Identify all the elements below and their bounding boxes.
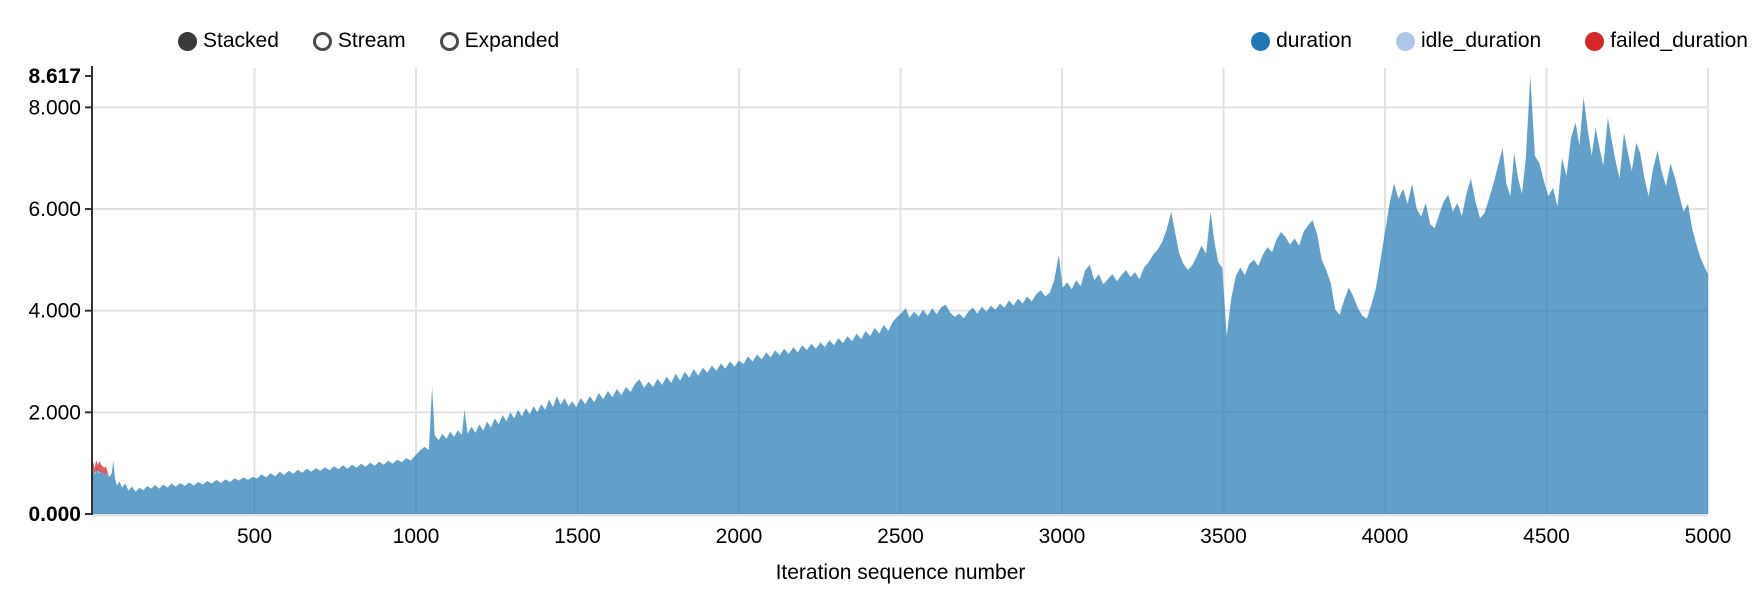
- y-tick-label: 8.000: [28, 96, 81, 119]
- radio-stream-icon[interactable]: [312, 31, 332, 51]
- x-tick-label: 1000: [393, 525, 440, 548]
- failed-duration-area[interactable]: [93, 460, 110, 478]
- control-stacked-label: Stacked: [203, 29, 279, 52]
- legend-item-failed-duration[interactable]: failed_duration: [1585, 30, 1748, 52]
- x-tick-label: 3000: [1039, 525, 1086, 548]
- chart-mode-controls: Stacked Stream Expanded: [178, 30, 559, 52]
- x-tick-label: 2000: [716, 525, 763, 548]
- x-tick-label: 4500: [1523, 525, 1570, 548]
- series-legend: duration idle_duration failed_duration: [1251, 30, 1748, 52]
- control-stacked[interactable]: Stacked: [178, 30, 279, 52]
- duration-dot-icon: [1251, 31, 1271, 51]
- y-tick-label: 4.000: [28, 300, 81, 323]
- legend-item-duration[interactable]: duration: [1251, 30, 1352, 52]
- legend-failed-duration-label: failed_duration: [1610, 29, 1748, 52]
- y-tick-label: 6.000: [28, 198, 81, 221]
- x-tick-label: 3500: [1200, 525, 1247, 548]
- radio-stacked-icon[interactable]: [178, 31, 197, 51]
- legend-duration-label: duration: [1276, 29, 1352, 52]
- control-stream[interactable]: Stream: [312, 29, 406, 52]
- legend-idle-duration-label: idle_duration: [1420, 29, 1542, 52]
- x-tick-label: 2500: [877, 525, 924, 548]
- y-tick-label: 0.000: [28, 503, 81, 526]
- idle-duration-dot-icon: [1395, 31, 1415, 51]
- radio-expanded-icon[interactable]: [439, 31, 459, 51]
- x-tick-label: 5000: [1685, 525, 1732, 548]
- duration-area[interactable]: [93, 76, 1708, 514]
- x-tick-label: 4000: [1362, 525, 1409, 548]
- y-tick-label: 8.617: [28, 65, 81, 88]
- failed-duration-dot-icon: [1585, 31, 1605, 51]
- control-stream-label: Stream: [337, 29, 406, 52]
- legend-item-idle-duration[interactable]: idle_duration: [1395, 29, 1542, 52]
- x-tick-label: 1500: [554, 525, 601, 548]
- x-tick-label: 500: [237, 525, 272, 548]
- control-expanded-label: Expanded: [464, 29, 560, 52]
- x-axis-title: Iteration sequence number: [775, 561, 1026, 584]
- y-tick-label: 2.000: [28, 401, 81, 424]
- control-expanded[interactable]: Expanded: [439, 29, 560, 52]
